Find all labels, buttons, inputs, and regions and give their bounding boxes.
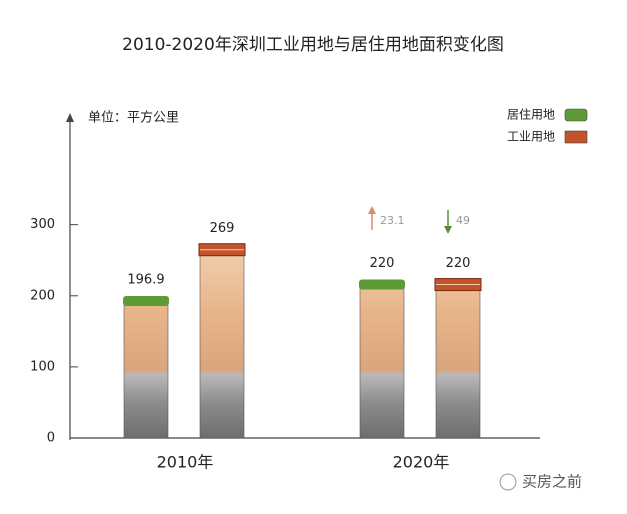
annotation: 49 [456, 214, 470, 227]
bar [435, 281, 481, 439]
legend-swatch [564, 130, 588, 144]
watermark-footer: 买房之前 [499, 473, 582, 491]
value-label: 220 [446, 256, 471, 271]
annotation: 23.1 [380, 214, 405, 227]
annotation-arrowhead [368, 206, 376, 214]
y-axis-label: 单位：平方公里 [88, 110, 179, 126]
legend-label: 工业用地 [507, 130, 555, 144]
y-tick-label: 0 [47, 431, 55, 446]
y-tick-label: 300 [30, 217, 55, 232]
watermark-text: 买房之前 [522, 473, 582, 491]
bar [123, 297, 169, 439]
y-axis-arrow [66, 113, 74, 122]
value-label: 196.9 [127, 272, 164, 287]
wechat-icon [499, 473, 517, 491]
legend-label: 居住用地 [507, 108, 555, 122]
legend-swatch [564, 108, 588, 122]
bar [359, 281, 405, 439]
chart-title: 2010-2020年深圳工业用地与居住用地面积变化图 [122, 35, 504, 55]
y-tick-label: 200 [30, 288, 55, 303]
annotation-arrowhead [444, 226, 452, 234]
bar-cap [123, 295, 169, 306]
value-label: 220 [370, 256, 395, 271]
y-tick-label: 100 [30, 359, 55, 374]
value-label: 269 [210, 221, 235, 236]
x-tick-label: 2010年 [157, 453, 214, 472]
bar [199, 246, 245, 439]
x-tick-label: 2020年 [393, 453, 450, 472]
bar-cap [359, 279, 405, 290]
